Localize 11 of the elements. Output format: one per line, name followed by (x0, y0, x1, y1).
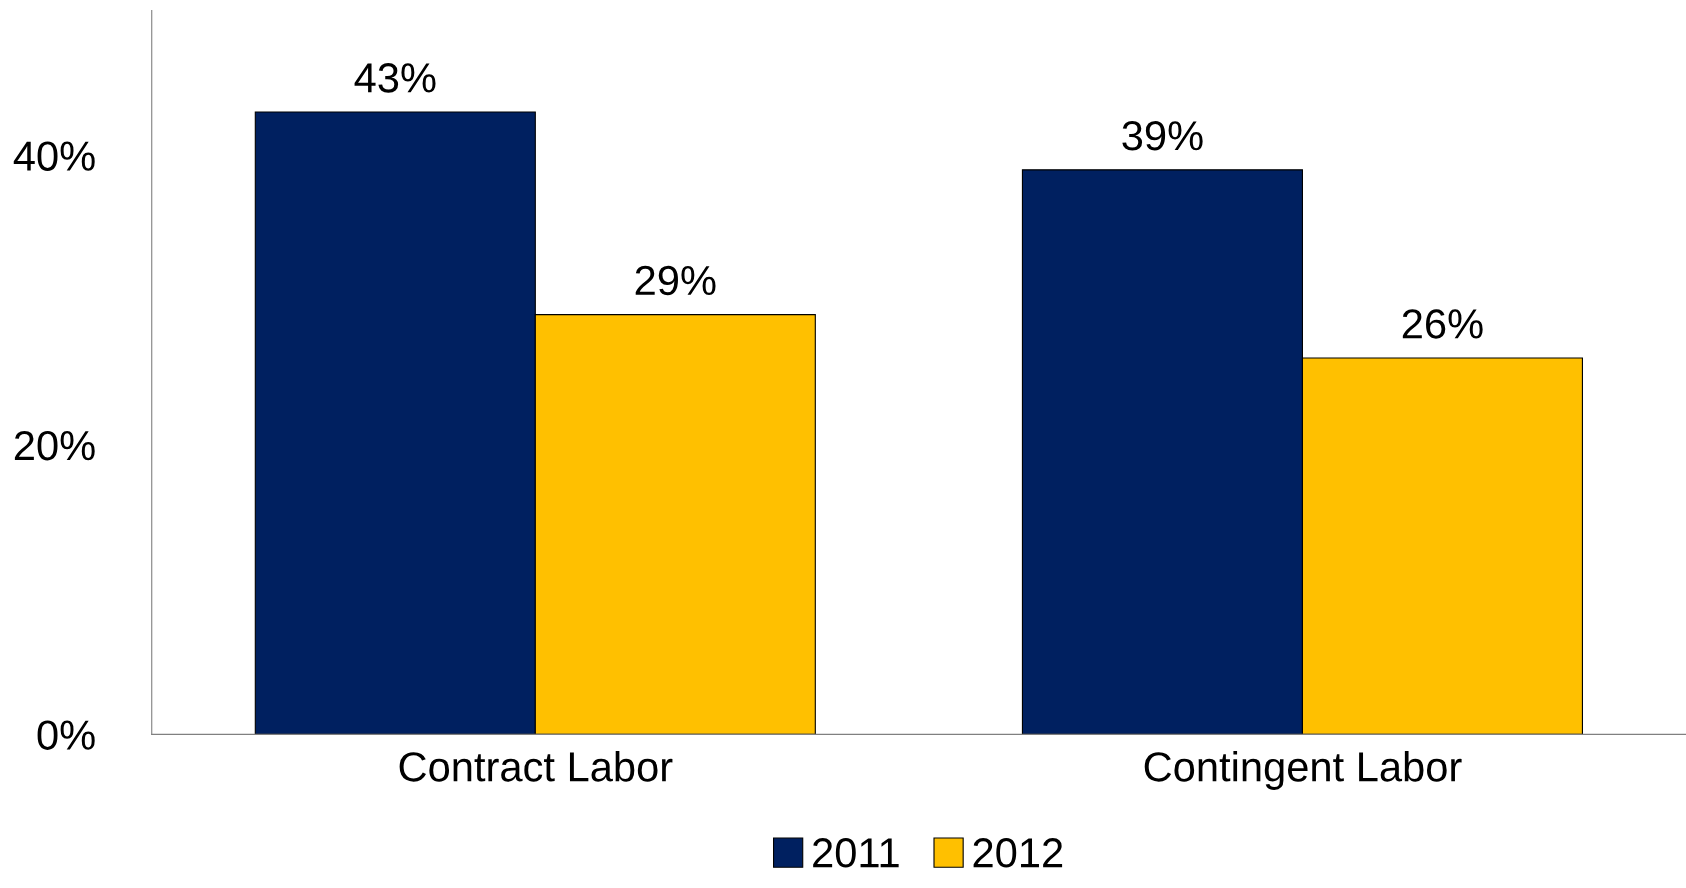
y-tick-label: 0% (37, 720, 95, 750)
x-tick-label: Contingent Labor (1144, 751, 1462, 790)
text: 29% (635, 265, 716, 296)
text: 43% (354, 63, 436, 93)
legend-label: 2012 (973, 838, 1063, 868)
text: 26% (1402, 309, 1483, 339)
x-tick-label: Contract Labor (399, 751, 673, 782)
y-tick-label: 20% (14, 430, 95, 461)
legend-label: 2011 (813, 838, 899, 868)
y-tick-label: 40% (13, 141, 95, 171)
text: 39% (1122, 121, 1203, 151)
